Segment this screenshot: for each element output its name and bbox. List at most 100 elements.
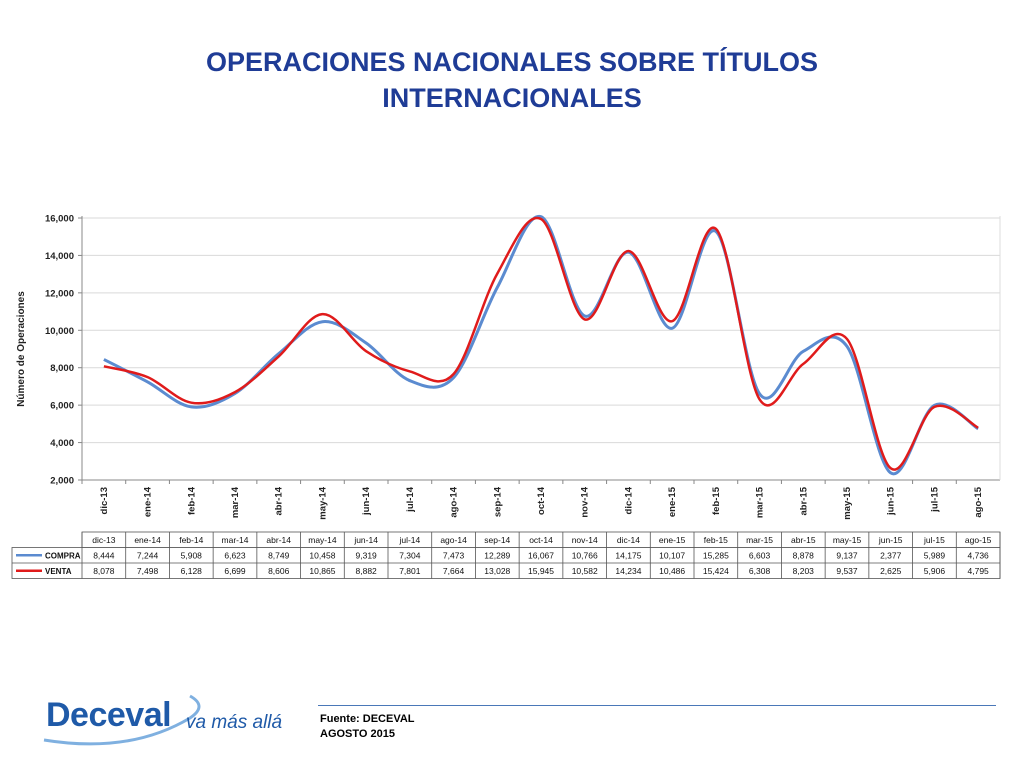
table-data-cell: 10,766 xyxy=(572,551,598,561)
legend-label-compra: COMPRA xyxy=(45,552,81,561)
y-tick-label: 14,000 xyxy=(45,251,74,262)
y-tick-label: 4,000 xyxy=(50,438,74,449)
table-data-cell: 8,444 xyxy=(93,551,115,561)
table-data-cell: 14,234 xyxy=(615,566,641,576)
table-data-cell: 10,865 xyxy=(309,566,335,576)
table-data-cell: 6,623 xyxy=(224,551,246,561)
table-header-cell: dic-14 xyxy=(617,535,640,545)
table-data-cell: 13,028 xyxy=(484,566,510,576)
table-data-cell: 14,175 xyxy=(615,551,641,561)
logo-swoosh-icon xyxy=(43,694,201,746)
table-data-cell: 4,736 xyxy=(968,551,990,561)
table-header-cell: jul-14 xyxy=(398,535,420,545)
table-data-cell: 12,289 xyxy=(484,551,510,561)
table-data-cell: 10,582 xyxy=(572,566,598,576)
table-data-cell: 8,749 xyxy=(268,551,290,561)
x-tick-label: jun-14 xyxy=(361,486,372,516)
x-tick-label: nov-14 xyxy=(580,486,591,517)
table-data-cell: 5,908 xyxy=(181,551,203,561)
table-header-cell: ene-14 xyxy=(134,535,161,545)
deceval-logo: Deceval va más allá xyxy=(40,688,300,750)
title-line-2: INTERNACIONALES xyxy=(382,83,642,113)
table-data-cell: 6,128 xyxy=(181,566,203,576)
source-note: Fuente: DECEVAL AGOSTO 2015 xyxy=(320,712,415,742)
source-text: Fuente: DECEVAL xyxy=(320,713,415,725)
table-data-cell: 6,699 xyxy=(224,566,246,576)
table-data-cell: 7,498 xyxy=(137,566,159,576)
x-tick-label: abr-15 xyxy=(798,486,809,515)
table-data-cell: 10,458 xyxy=(309,551,335,561)
table-data-cell: 4,795 xyxy=(968,566,990,576)
x-tick-label: ene-14 xyxy=(143,486,154,517)
table-header-cell: ago-15 xyxy=(965,535,992,545)
x-tick-label: mar-15 xyxy=(755,486,766,518)
x-tick-label: dic-13 xyxy=(99,487,110,514)
table-header-cell: nov-14 xyxy=(572,535,598,545)
table-header-cell: mar-14 xyxy=(222,535,249,545)
series-line-compra xyxy=(103,215,979,476)
table-data-cell: 15,424 xyxy=(703,566,729,576)
table-data-cell: 7,304 xyxy=(399,551,421,561)
x-tick-label: jun-15 xyxy=(886,486,897,516)
series-line-venta xyxy=(103,216,979,471)
title-line-1: OPERACIONES NACIONALES SOBRE TÍTULOS xyxy=(205,47,819,77)
table-header-cell: abr-15 xyxy=(791,535,816,545)
table-data-cell: 6,603 xyxy=(749,551,771,561)
table-header-cell: jun-14 xyxy=(353,535,378,545)
table-header-cell: abr-14 xyxy=(266,535,291,545)
table-data-cell: 15,285 xyxy=(703,551,729,561)
table-header-cell: sep-14 xyxy=(484,535,510,545)
table-data-cell: 8,882 xyxy=(356,566,378,576)
y-axis-label: Número de Operaciones xyxy=(16,291,27,407)
table-data-cell: 8,606 xyxy=(268,566,290,576)
x-tick-label: dic-14 xyxy=(623,486,634,514)
table-header-cell: ene-15 xyxy=(659,535,686,545)
table-data-cell: 2,625 xyxy=(880,566,902,576)
table-data-cell: 2,377 xyxy=(880,551,902,561)
table-data-cell: 10,107 xyxy=(659,551,685,561)
y-tick-label: 2,000 xyxy=(50,476,74,487)
logo-tagline: va más allá xyxy=(186,712,283,733)
table-header-cell: oct-14 xyxy=(529,535,553,545)
table-data-cell: 9,137 xyxy=(836,551,858,561)
table-data-cell: 5,989 xyxy=(924,551,946,561)
x-tick-label: may-15 xyxy=(842,486,853,519)
table-data-cell: 8,078 xyxy=(93,566,115,576)
table-header-cell: may-15 xyxy=(833,535,862,545)
legend-label-venta: VENTA xyxy=(45,567,72,576)
table-data-cell: 7,801 xyxy=(399,566,421,576)
table-data-cell: 9,319 xyxy=(356,551,378,561)
table-data-cell: 9,537 xyxy=(836,566,858,576)
source-date: AGOSTO 2015 xyxy=(320,728,395,740)
x-tick-label: sep-14 xyxy=(492,486,503,517)
table-header-cell: mar-15 xyxy=(746,535,773,545)
y-tick-label: 10,000 xyxy=(45,326,74,337)
table-header-cell: jun-15 xyxy=(878,535,903,545)
x-tick-label: may-14 xyxy=(317,486,328,519)
table-data-cell: 7,473 xyxy=(443,551,465,561)
table-header-cell: jul-15 xyxy=(923,535,945,545)
table-data-cell: 8,878 xyxy=(793,551,815,561)
x-tick-label: ago-14 xyxy=(449,486,460,517)
y-tick-label: 6,000 xyxy=(50,401,74,412)
table-header-cell: may-14 xyxy=(308,535,337,545)
x-tick-label: oct-14 xyxy=(536,486,547,515)
table-data-cell: 16,067 xyxy=(528,551,554,561)
logo-wordmark: Deceval xyxy=(46,696,172,734)
line-chart: 2,000 4,000 6,000 8,000 10,000 12,000 14,000 16… xyxy=(11,214,1001,579)
x-tick-label: ene-15 xyxy=(667,486,678,517)
x-tick-label: ago-15 xyxy=(973,486,984,517)
table-data-cell: 15,945 xyxy=(528,566,554,576)
table-header-cell: feb-15 xyxy=(704,535,728,545)
page-title: OPERACIONES NACIONALES SOBRE TÍTULOS INT… xyxy=(0,44,1024,116)
table-data-cell: 8,203 xyxy=(793,566,815,576)
x-tick-label: jul-15 xyxy=(929,486,940,513)
table-header-cell: feb-14 xyxy=(179,535,203,545)
y-tick-label: 16,000 xyxy=(45,214,74,225)
x-tick-label: feb-14 xyxy=(186,486,197,515)
table-data-cell: 10,486 xyxy=(659,566,685,576)
x-tick-label: jul-14 xyxy=(405,486,416,513)
y-tick-label: 12,000 xyxy=(45,288,74,299)
table-data-cell: 7,244 xyxy=(137,551,159,561)
x-tick-label: abr-14 xyxy=(274,486,285,515)
